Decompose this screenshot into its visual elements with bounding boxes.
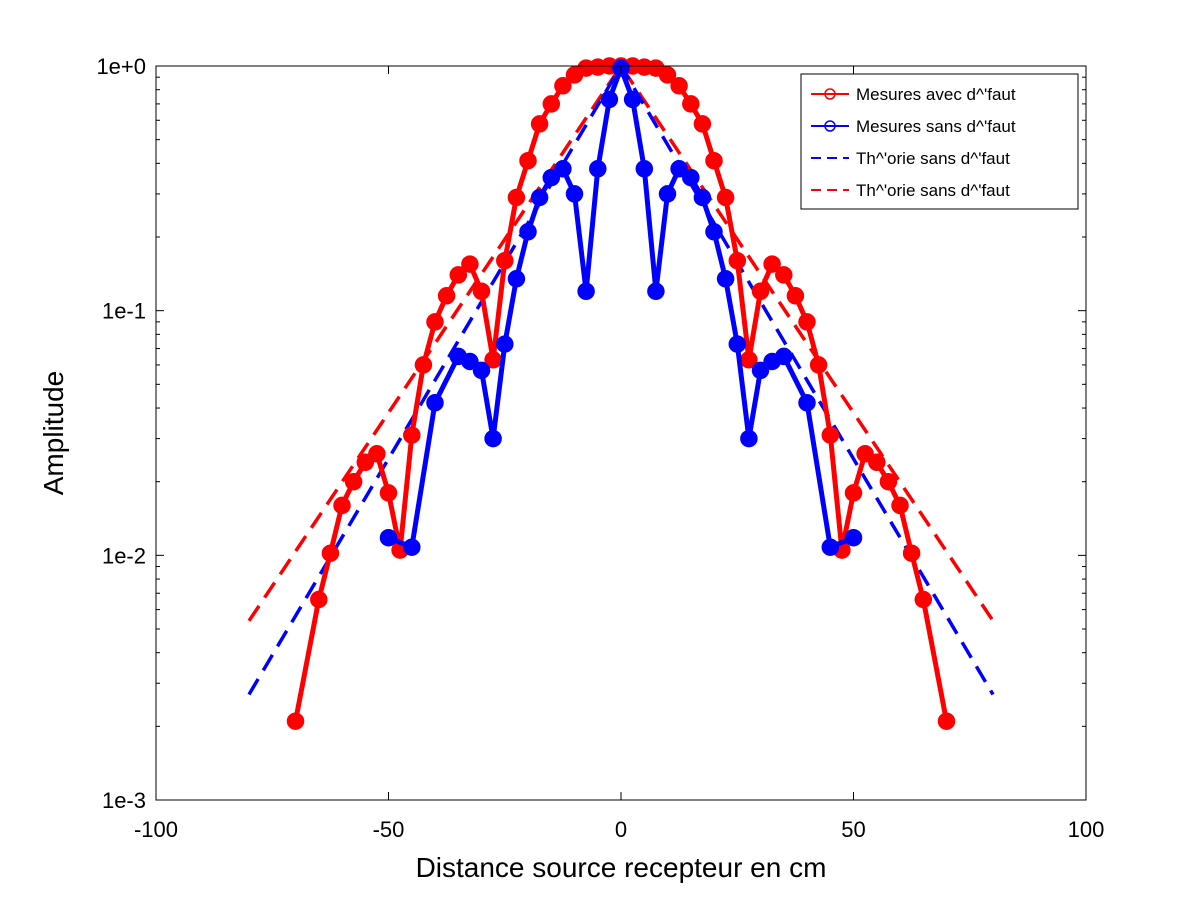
data-point <box>775 266 793 284</box>
data-point <box>310 590 328 609</box>
data-point <box>844 484 863 502</box>
x-tick-label: 0 <box>615 817 627 842</box>
data-point <box>879 472 898 491</box>
data-point <box>891 496 909 515</box>
data-point <box>530 115 549 133</box>
data-point <box>530 188 549 207</box>
data-point <box>821 538 840 556</box>
data-point <box>716 188 735 207</box>
data-point <box>344 472 363 491</box>
data-point <box>321 544 340 562</box>
data-point <box>542 95 561 113</box>
data-point <box>740 429 758 448</box>
data-point <box>670 77 688 95</box>
y-axis-label: Amplitude <box>38 371 69 496</box>
data-point <box>577 282 595 301</box>
data-point <box>693 115 712 133</box>
data-point <box>426 394 444 412</box>
data-point <box>786 287 805 305</box>
data-point <box>798 394 816 412</box>
data-point <box>600 90 619 109</box>
data-point <box>647 282 665 301</box>
data-point <box>554 160 572 178</box>
data-point <box>368 445 386 463</box>
data-point <box>751 361 770 380</box>
data-point <box>507 188 526 207</box>
x-tick-label: 100 <box>1068 817 1105 842</box>
y-tick-label: 1e-1 <box>102 299 146 324</box>
series-layer <box>247 57 995 730</box>
data-point <box>763 255 781 273</box>
series-group <box>286 57 956 730</box>
data-point <box>472 361 491 380</box>
data-point <box>914 590 933 609</box>
data-point <box>658 66 677 84</box>
data-point <box>507 270 526 288</box>
data-point <box>693 188 712 207</box>
data-point <box>496 251 514 270</box>
data-point <box>798 313 816 331</box>
data-point <box>716 270 735 288</box>
data-point <box>403 538 421 556</box>
data-point <box>635 160 654 178</box>
data-point <box>542 168 561 187</box>
y-tick-label: 1e-2 <box>102 543 146 568</box>
legend-swatch-marker <box>824 88 836 100</box>
data-point <box>519 151 537 170</box>
data-point <box>682 168 700 187</box>
x-tick-label: -50 <box>373 817 405 842</box>
data-point <box>670 160 688 178</box>
y-tick-label: 1e+0 <box>96 54 146 79</box>
x-tick-label: -100 <box>134 817 178 842</box>
data-point <box>705 151 723 170</box>
x-tick-label: 50 <box>841 817 865 842</box>
x-axis-label: Distance source recepteur en cm <box>416 852 827 883</box>
legend-label: Th^'orie sans d^'faut <box>856 181 1010 200</box>
data-point <box>403 426 421 444</box>
data-point <box>472 282 491 301</box>
data-point <box>844 528 863 547</box>
data-point <box>868 453 886 472</box>
data-point <box>356 453 375 472</box>
legend-swatch-marker <box>824 120 836 132</box>
data-point <box>379 484 398 502</box>
legend-label: Th^'orie sans d^'faut <box>856 149 1010 168</box>
data-point <box>286 712 305 730</box>
data-point <box>775 347 793 366</box>
data-point <box>728 335 747 353</box>
data-point <box>565 185 584 203</box>
data-point <box>589 160 607 178</box>
legend-label: Mesures sans d^'faut <box>856 117 1016 136</box>
data-point <box>751 282 770 301</box>
legend: Mesures avec d^'faut Mesures sans d^'faut… <box>800 73 1079 210</box>
data-point <box>856 445 874 463</box>
data-point <box>426 313 444 331</box>
data-point <box>623 90 642 109</box>
data-point <box>414 356 433 374</box>
data-point <box>658 185 677 203</box>
data-point <box>449 266 468 284</box>
data-point <box>519 223 537 241</box>
data-point <box>379 528 398 547</box>
data-point <box>484 429 502 448</box>
data-point <box>809 356 828 374</box>
data-point <box>937 712 956 730</box>
data-point <box>728 251 747 270</box>
data-point <box>333 496 351 515</box>
data-point <box>461 255 479 273</box>
data-point <box>821 426 840 444</box>
data-point <box>902 544 921 562</box>
data-point <box>496 335 514 353</box>
legend-label: Mesures avec d^'faut <box>856 85 1016 104</box>
y-tick-label: 1e-3 <box>102 788 146 813</box>
data-point <box>682 95 700 113</box>
data-point <box>461 352 479 371</box>
data-point <box>705 223 723 241</box>
legend-box <box>800 73 1079 210</box>
ticks-layer: -100 -50 0 50 100 1e-3 1e-2 1e-1 1e+0 <box>96 54 1104 842</box>
data-point <box>437 287 456 305</box>
data-point <box>554 77 572 95</box>
